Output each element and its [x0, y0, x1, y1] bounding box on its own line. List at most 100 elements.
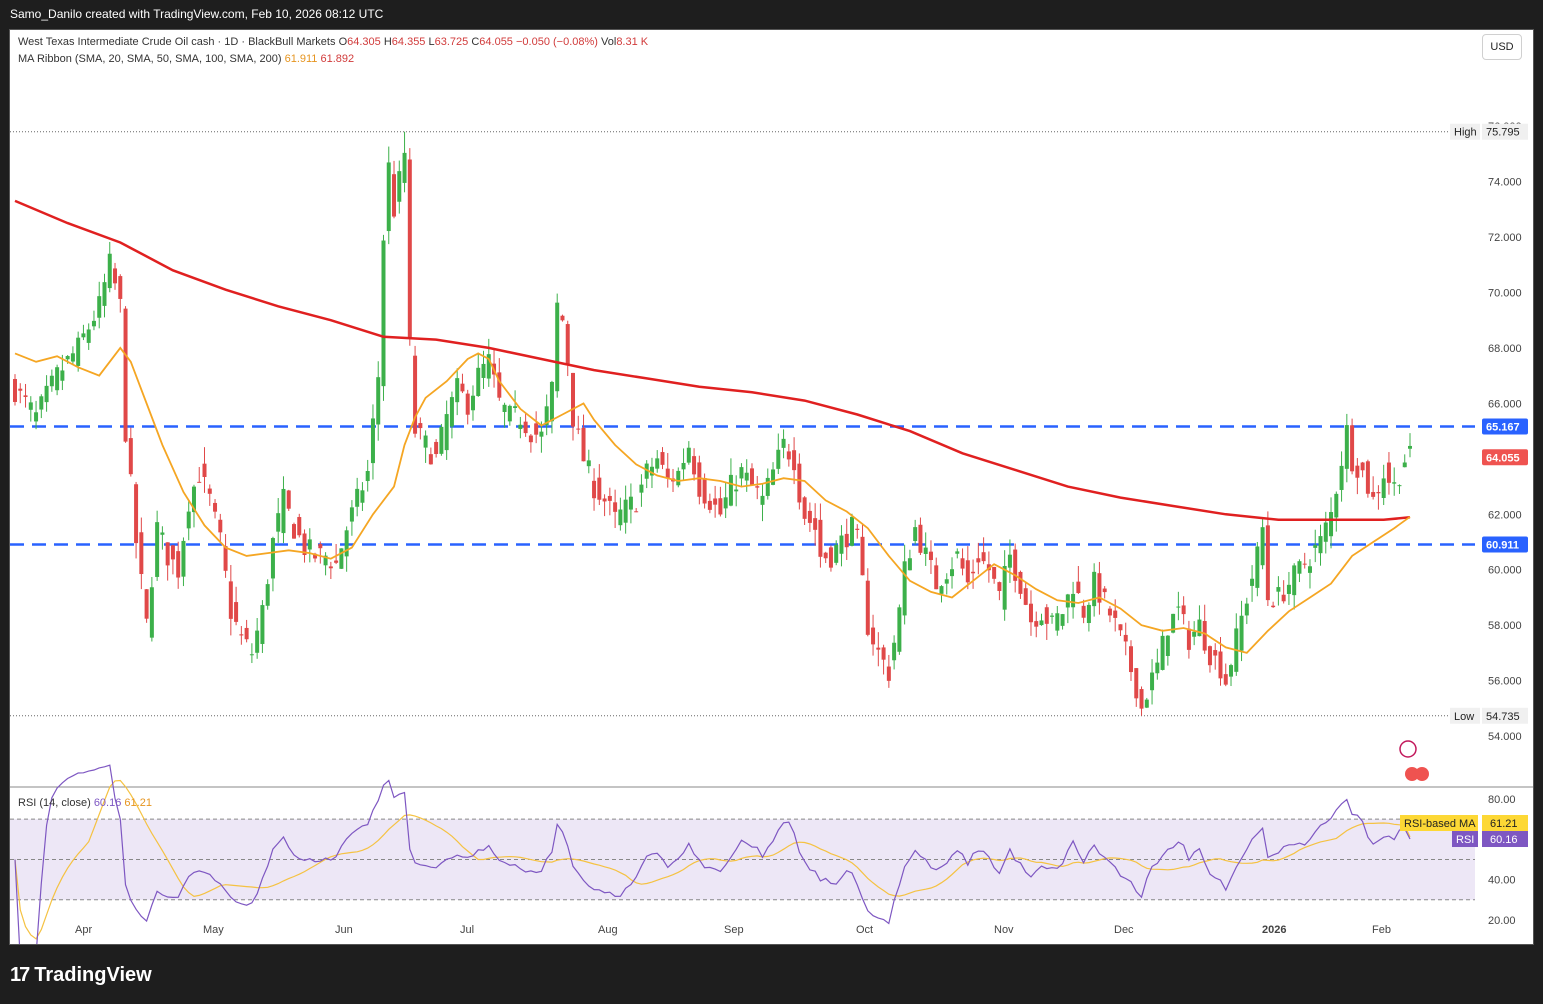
candle-body: [270, 538, 275, 579]
candle-body: [60, 370, 65, 381]
rsi-ma-value-bg: [1482, 815, 1528, 832]
rsi-value-bg: [1482, 831, 1528, 848]
candle-body: [765, 477, 770, 496]
candle-body: [339, 548, 344, 569]
candle-body: [1244, 603, 1249, 616]
flash-icon: [1399, 740, 1417, 758]
currency-button[interactable]: USD: [1482, 34, 1522, 60]
candle-body: [1134, 668, 1139, 699]
candle-body: [97, 296, 102, 318]
candle-body: [1229, 665, 1234, 677]
candle-body: [392, 174, 397, 217]
rsi-ma-value-label: 61.21: [1490, 818, 1518, 830]
candle-body: [355, 488, 360, 507]
candle-body: [950, 569, 955, 577]
low-value-label: 54.735: [1486, 711, 1520, 723]
candle-body: [881, 647, 886, 660]
candle-body: [755, 486, 760, 488]
candle-body: [518, 424, 523, 429]
candle-body: [470, 395, 475, 411]
candle-body: [318, 544, 323, 549]
candle-body: [34, 412, 39, 422]
candle-body: [886, 666, 891, 681]
ma20-line: [14, 346, 1411, 654]
candle-body: [560, 315, 565, 321]
level-price-bg: [1482, 536, 1528, 553]
candle-body: [592, 480, 597, 499]
candle-body: [1302, 563, 1307, 565]
candle-body: [555, 302, 560, 392]
tradingview-footer: 17 TradingView: [10, 960, 152, 990]
candle-body: [1313, 544, 1318, 548]
candle-body: [223, 546, 228, 571]
candle-body: [897, 607, 902, 652]
candle-body: [113, 268, 118, 284]
level-price-label: 65.167: [1486, 421, 1520, 433]
candle-body: [65, 356, 70, 360]
candle-body: [944, 579, 949, 584]
candle-body: [481, 363, 486, 378]
candle-body: [1381, 478, 1386, 498]
candle-body: [607, 495, 612, 501]
price-tick-label: 74.000: [1488, 177, 1522, 189]
high-value-bg: [1482, 123, 1528, 140]
ma-value-1: 61.911: [284, 53, 318, 65]
candle-body: [234, 602, 239, 622]
high-tag-label: High: [1454, 127, 1477, 139]
candle-body: [1323, 522, 1328, 542]
candle-body: [1150, 672, 1155, 691]
candle-body: [328, 566, 333, 569]
candle-body: [1281, 594, 1286, 602]
candle-body: [649, 466, 654, 476]
candle-body: [1355, 465, 1360, 478]
candle-body: [1292, 565, 1297, 596]
time-axis-label: May: [203, 924, 224, 936]
candle-body: [160, 532, 165, 535]
candle-body: [49, 375, 54, 387]
candle-body: [302, 533, 307, 555]
candle-body: [502, 404, 507, 412]
ohlc-key: H: [380, 36, 392, 48]
low-tag-bg: [1450, 707, 1480, 724]
candle-body: [281, 488, 286, 534]
last-price-bg: [1482, 449, 1528, 466]
candle-body: [876, 647, 881, 650]
candle-body: [344, 530, 349, 557]
candle-body: [981, 552, 986, 562]
candle-body: [213, 502, 218, 512]
last-price-label: 64.055: [1486, 452, 1520, 464]
candle-body: [1207, 646, 1212, 666]
candle-body: [70, 353, 75, 362]
candle-body: [292, 524, 296, 539]
candle-body: [265, 584, 270, 606]
chart-frame[interactable]: 54.00056.00058.00060.00062.00064.00066.0…: [9, 29, 1534, 945]
candle-body: [307, 539, 312, 550]
candle-body: [728, 474, 733, 506]
candle-body: [813, 518, 818, 530]
candle-body: [1223, 674, 1228, 685]
candle-body: [1307, 566, 1312, 573]
candle-body: [1171, 613, 1176, 633]
rsi-value-2: 61.21: [124, 797, 152, 809]
chart-canvas[interactable]: 54.00056.00058.00060.00062.00064.00066.0…: [10, 30, 1533, 944]
candle-body: [418, 423, 423, 429]
candle-body: [1050, 615, 1055, 617]
candle-body: [239, 634, 244, 636]
ma200-line: [14, 199, 1411, 522]
time-axis-label: 2026: [1262, 924, 1286, 936]
flag-icon: [1405, 767, 1419, 781]
candle-body: [334, 560, 339, 563]
candle-body: [23, 395, 28, 397]
candle-body: [797, 463, 802, 503]
candle-body: [802, 497, 807, 519]
candle-body: [1344, 425, 1349, 469]
candle-body: [839, 535, 844, 554]
candle-body: [276, 513, 281, 532]
candle-body: [107, 253, 112, 289]
candle-body: [249, 654, 254, 656]
candle-body: [218, 519, 223, 533]
candle-body: [871, 627, 876, 645]
candle-body: [1339, 465, 1344, 490]
candle-body: [1350, 425, 1355, 472]
candle-body: [439, 426, 444, 454]
